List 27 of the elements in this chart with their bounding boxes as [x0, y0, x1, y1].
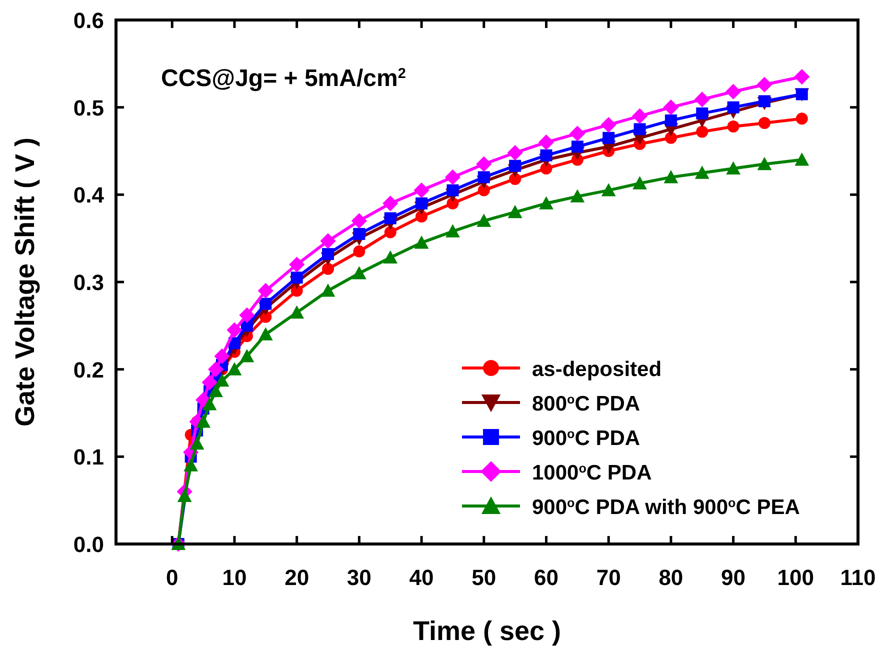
y-tick-label: 0.0	[73, 532, 104, 557]
legend-label: 800$^{o}$C PDA	[532, 392, 640, 416]
y-tick-label: 0.3	[73, 270, 104, 295]
x-tick-label: 10	[222, 565, 247, 590]
y-tick-label: 0.1	[73, 444, 104, 470]
legend-label: as-deposited	[532, 358, 662, 381]
y-axis-title: Gate Voltage Shift ( V )	[10, 137, 40, 427]
y-tick-label: 0.5	[73, 95, 104, 120]
x-tick-label: 60	[534, 565, 558, 590]
x-tick-label: 30	[346, 565, 372, 590]
x-tick-label: 100	[777, 565, 814, 590]
x-tick-label: 50	[472, 565, 496, 590]
legend-label: 900$^{o}$C PDA	[532, 427, 640, 450]
x-tick-label: 70	[596, 565, 621, 590]
legend-label: 900$^{o}$C PDA with 900$^{o}$C PEA	[532, 496, 800, 519]
y-tick-label: 0.2	[73, 357, 104, 382]
legend-label: 1000$^{o}$C PDA	[532, 462, 652, 484]
x-tick-label: 110	[840, 565, 876, 590]
y-tick-label: 0.4	[73, 182, 105, 208]
x-tick-label: 90	[721, 565, 746, 590]
x-axis-title: Time ( sec )	[412, 616, 562, 646]
x-tick-label: 40	[409, 565, 434, 590]
x-tick-label: 0	[166, 565, 178, 590]
y-tick-label: 0.6	[73, 8, 104, 33]
annotation: CCS@Jg= + 5mA/cm$^{2}$	[161, 65, 406, 92]
x-tick-label: 80	[658, 565, 684, 590]
x-tick-label: 20	[284, 565, 310, 590]
